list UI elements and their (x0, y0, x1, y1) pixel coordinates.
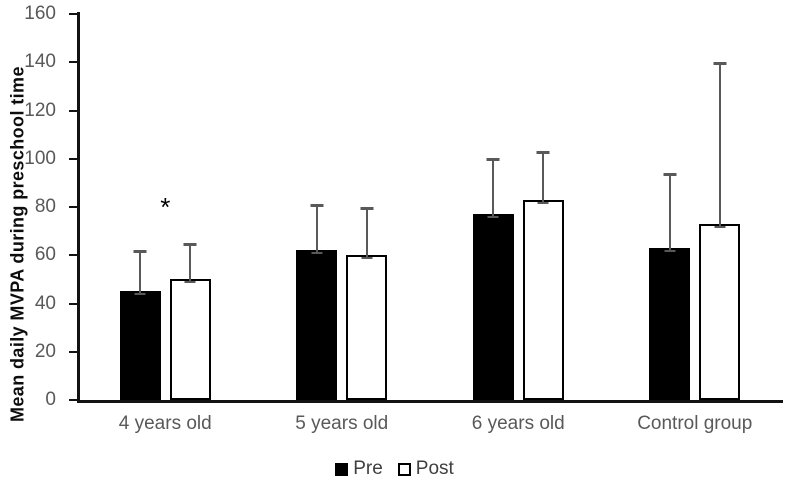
bar-post (169, 242, 211, 400)
category-group: 5 years old (254, 14, 431, 434)
legend-swatch-icon (335, 462, 349, 476)
bar-pre (472, 158, 514, 400)
bar-post (522, 151, 564, 400)
y-tick-label: 60 (34, 244, 56, 266)
x-category-label: 6 years old (471, 413, 565, 434)
bar-pre (296, 204, 338, 400)
bar-post (699, 61, 741, 400)
y-axis-ticks: 0 20 40 60 80 100 120 140 160 (0, 3, 77, 410)
y-tick-mark (69, 13, 77, 15)
plot-area: 4 years old 5 years old 6 years old Control… (77, 14, 784, 434)
y-axis-line (77, 12, 80, 403)
y-tick-label: 0 (45, 389, 56, 410)
y-tick-mark (69, 157, 77, 160)
y-tick-mark (69, 350, 77, 353)
significance-asterisk: * (160, 192, 171, 223)
error-bar (189, 242, 192, 282)
category-group: 6 years old (430, 14, 607, 434)
legend-swatch-icon (397, 462, 411, 476)
x-category-label: 4 years old (118, 413, 212, 434)
category-group: 4 years old (77, 14, 254, 434)
bar-pre (649, 172, 691, 400)
error-bar (542, 151, 545, 202)
y-tick-label: 40 (34, 292, 56, 314)
y-tick-mark (69, 302, 77, 305)
error-bar (668, 172, 671, 251)
legend-item-post: Post (397, 458, 454, 480)
legend-item-pre: Pre (335, 458, 383, 480)
y-tick-mark (69, 254, 77, 257)
bar-post (346, 206, 388, 400)
y-tick-label: 80 (34, 196, 56, 217)
y-tick-mark (69, 61, 77, 64)
legend-label: Post (415, 458, 454, 479)
y-tick-label: 100 (24, 147, 56, 169)
legend-label: Pre (353, 458, 383, 479)
error-bar (365, 206, 368, 258)
y-tick-label: 140 (24, 51, 56, 73)
error-bar (492, 158, 495, 217)
y-tick-mark (69, 206, 77, 208)
x-axis-line (77, 400, 783, 403)
category-group: Control group (607, 14, 784, 434)
legend: Pre Post (0, 456, 789, 482)
y-tick-mark (69, 109, 77, 112)
y-tick-mark (69, 399, 77, 401)
error-bar (718, 61, 721, 226)
y-tick-label: 20 (34, 340, 56, 362)
y-tick-label: 120 (24, 99, 56, 121)
y-tick-label: 160 (24, 3, 56, 24)
x-category-label: 5 years old (295, 413, 389, 434)
error-bar (139, 250, 142, 294)
error-bar (315, 204, 318, 253)
bar-pre (119, 250, 161, 400)
x-category-label: Control group (637, 413, 753, 434)
